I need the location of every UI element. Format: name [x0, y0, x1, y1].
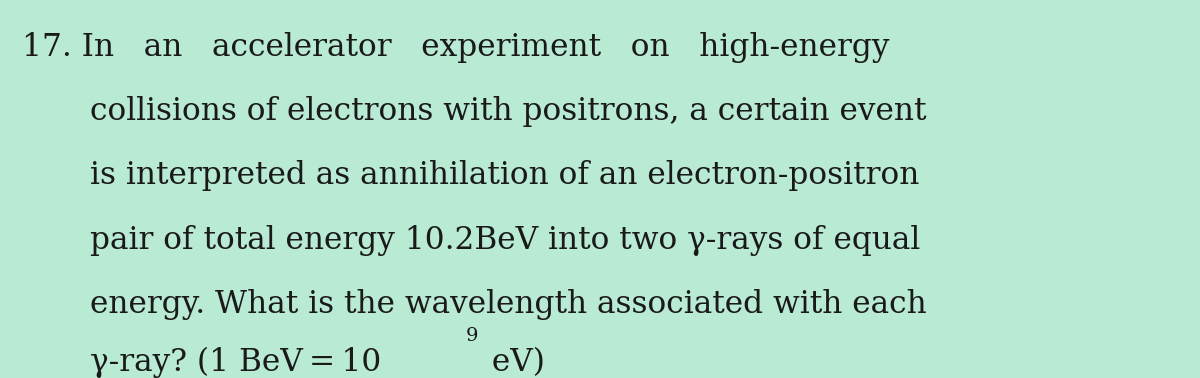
- Text: eV): eV): [482, 347, 545, 378]
- Text: collisions of electrons with positrons, a certain event: collisions of electrons with positrons, …: [90, 96, 926, 127]
- Text: is interpreted as annihilation of an electron-positron: is interpreted as annihilation of an ele…: [90, 160, 919, 191]
- Text: energy. What is the wavelength associated with each: energy. What is the wavelength associate…: [90, 289, 926, 320]
- Text: pair of total energy 10.2BeV into two γ-rays of equal: pair of total energy 10.2BeV into two γ-…: [90, 225, 920, 256]
- Text: 9: 9: [466, 327, 479, 345]
- Text: γ-ray? (1 BeV = 10: γ-ray? (1 BeV = 10: [90, 347, 382, 378]
- Text: 17. In   an   accelerator   experiment   on   high-energy: 17. In an accelerator experiment on high…: [22, 32, 889, 63]
